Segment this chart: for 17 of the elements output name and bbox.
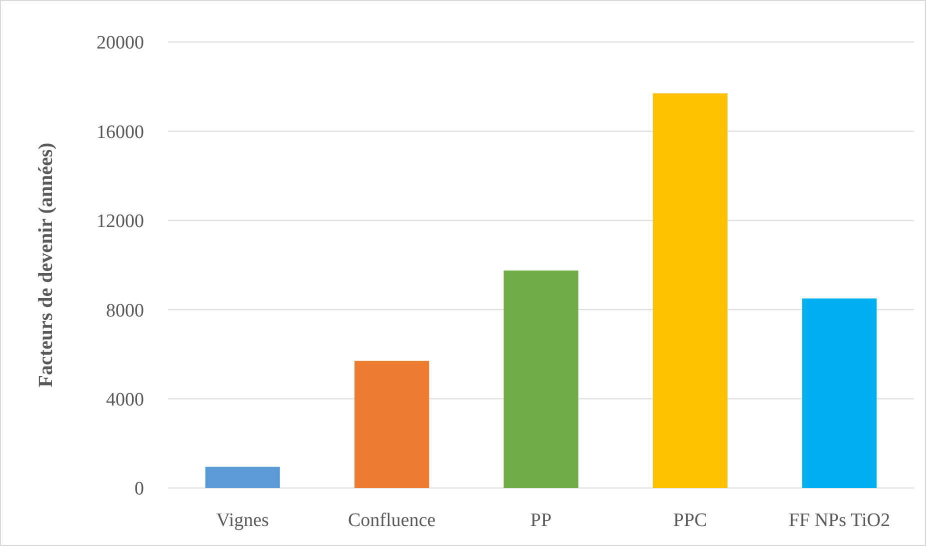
- bar: [504, 270, 578, 488]
- y-tick-label: 8000: [106, 300, 144, 322]
- x-tick-label: FF NPs TiO2: [788, 510, 890, 531]
- x-tick-label: PP: [530, 510, 552, 531]
- x-tick-label: Vignes: [216, 510, 269, 531]
- y-tick-label: 20000: [96, 32, 144, 54]
- bar: [802, 298, 877, 488]
- x-tick-label: PPC: [673, 510, 708, 531]
- y-axis-title: Facteurs de devenir (années): [35, 142, 57, 388]
- bar: [205, 466, 280, 488]
- y-tick-label: 0: [134, 478, 144, 500]
- y-tick-label: 4000: [106, 389, 144, 410]
- bar: [354, 360, 430, 488]
- y-tick-label: 12000: [96, 211, 144, 232]
- y-tick-label: 16000: [96, 122, 144, 143]
- x-tick-label: Confluence: [348, 510, 436, 531]
- bar: [652, 93, 728, 488]
